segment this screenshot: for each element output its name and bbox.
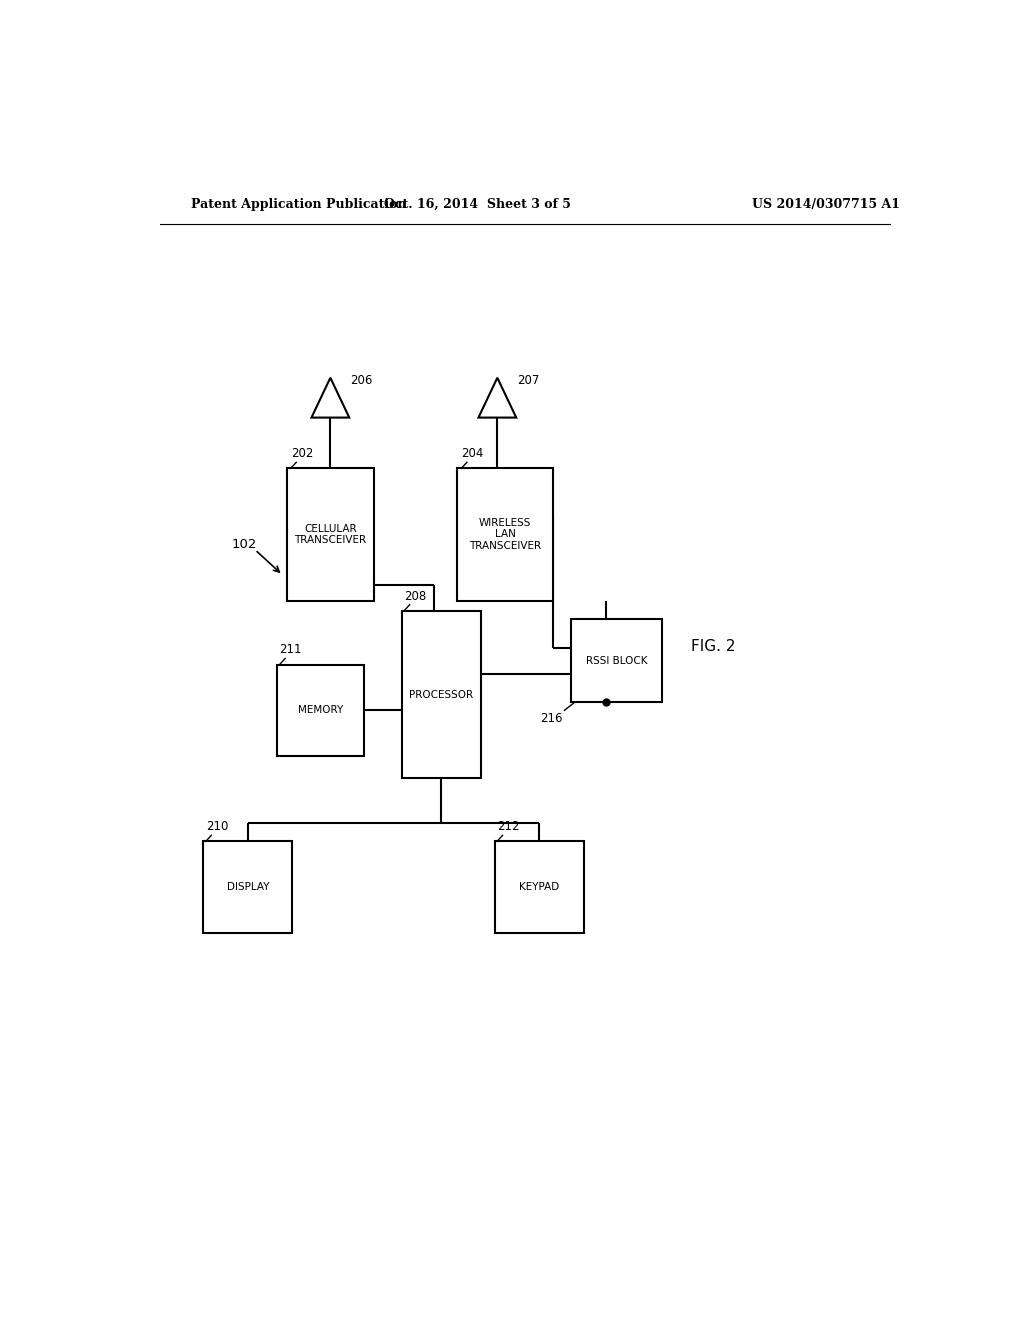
Text: WIRELESS
LAN
TRANSCEIVER: WIRELESS LAN TRANSCEIVER (469, 517, 541, 550)
Text: RSSI BLOCK: RSSI BLOCK (586, 656, 647, 665)
Bar (401, 611, 481, 779)
Text: PROCESSOR: PROCESSOR (410, 689, 473, 700)
Bar (204, 841, 292, 933)
Bar (495, 841, 584, 933)
Text: CELLULAR
TRANSCEIVER: CELLULAR TRANSCEIVER (294, 524, 367, 545)
Text: MEMORY: MEMORY (298, 705, 343, 715)
Bar (278, 664, 365, 756)
Text: 208: 208 (404, 590, 426, 602)
Text: 207: 207 (517, 374, 540, 387)
Bar (458, 469, 553, 601)
Text: 206: 206 (350, 374, 373, 387)
Text: Oct. 16, 2014  Sheet 3 of 5: Oct. 16, 2014 Sheet 3 of 5 (384, 198, 570, 211)
Text: 210: 210 (206, 820, 228, 833)
Text: KEYPAD: KEYPAD (519, 882, 559, 892)
Text: US 2014/0307715 A1: US 2014/0307715 A1 (753, 198, 900, 211)
Text: Patent Application Publication: Patent Application Publication (191, 198, 407, 211)
Text: 212: 212 (497, 820, 519, 833)
Text: 216: 216 (541, 713, 563, 725)
Text: DISPLAY: DISPLAY (226, 882, 269, 892)
Text: FIG. 2: FIG. 2 (691, 639, 736, 653)
Text: 102: 102 (231, 539, 257, 552)
Bar (287, 469, 374, 601)
Text: 204: 204 (461, 447, 483, 461)
Text: 211: 211 (280, 643, 302, 656)
Text: 202: 202 (291, 447, 313, 461)
Bar (570, 619, 663, 702)
